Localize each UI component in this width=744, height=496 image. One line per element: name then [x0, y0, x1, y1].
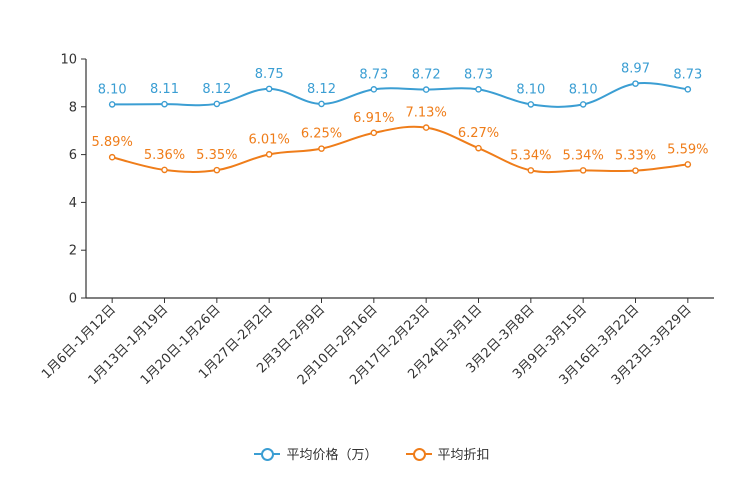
data-label: 8.10	[569, 82, 598, 97]
data-point[interactable]	[108, 101, 116, 108]
legend: 平均价格（万） 平均折扣	[0, 444, 744, 463]
data-label: 8.12	[202, 82, 231, 97]
data-point[interactable]	[422, 124, 430, 131]
data-label: 8.72	[412, 68, 441, 83]
data-point[interactable]	[318, 100, 325, 108]
data-label: 8.97	[621, 62, 650, 77]
data-label: 8.73	[359, 67, 388, 82]
data-label: 5.34%	[510, 148, 551, 163]
data-label: 8.12	[307, 82, 336, 97]
data-point[interactable]	[318, 145, 325, 152]
legend-label-discount: 平均折扣	[437, 448, 490, 463]
data-label: 6.27%	[458, 126, 499, 141]
data-label: 8.73	[673, 67, 702, 82]
data-label: 8.10	[98, 82, 127, 97]
data-label: 6.01%	[249, 132, 290, 147]
series-line-1	[111, 125, 688, 174]
data-label: 8.75	[255, 67, 284, 82]
data-point[interactable]	[632, 167, 639, 174]
data-label: 5.36%	[144, 148, 185, 163]
data-point[interactable]	[161, 166, 168, 174]
legend-label-price: 平均价格（万）	[286, 448, 378, 463]
y-tick-label: 8	[69, 100, 77, 115]
data-label: 6.91%	[353, 111, 394, 126]
y-tick-label: 2	[69, 244, 77, 259]
legend-marker-discount-icon	[405, 447, 432, 461]
data-label: 8.10	[516, 82, 545, 97]
data-point[interactable]	[213, 166, 221, 174]
data-label: 5.33%	[615, 149, 656, 164]
data-label: 5.34%	[563, 148, 604, 163]
data-point[interactable]	[475, 144, 482, 152]
y-tick-label: 4	[69, 196, 77, 211]
data-label: 8.73	[464, 67, 493, 82]
data-point[interactable]	[527, 101, 535, 108]
series-line-0	[112, 82, 688, 108]
data-point[interactable]	[108, 153, 116, 161]
legend-item-price[interactable]: 平均价格（万）	[254, 444, 378, 463]
legend-item-discount[interactable]: 平均折扣	[405, 444, 490, 463]
data-point[interactable]	[579, 101, 587, 108]
data-point[interactable]	[475, 86, 482, 93]
data-label: 7.13%	[406, 106, 447, 121]
data-label: 5.35%	[196, 148, 237, 163]
data-point[interactable]	[422, 86, 430, 93]
legend-marker-price-icon	[254, 447, 281, 461]
data-point[interactable]	[265, 151, 273, 158]
data-point[interactable]	[579, 167, 587, 174]
data-point[interactable]	[370, 86, 378, 93]
data-label: 5.59%	[667, 142, 708, 157]
y-tick-label: 0	[69, 292, 77, 307]
data-point[interactable]	[632, 80, 639, 87]
data-label: 6.25%	[301, 127, 342, 142]
data-label: 8.11	[150, 82, 179, 97]
data-point[interactable]	[265, 85, 273, 93]
data-point[interactable]	[213, 100, 221, 108]
data-point[interactable]	[161, 100, 168, 108]
data-label: 5.89%	[92, 135, 133, 150]
y-tick-label: 10	[60, 53, 77, 68]
data-point[interactable]	[527, 167, 535, 174]
y-tick-label: 6	[69, 148, 77, 163]
data-point[interactable]	[684, 161, 692, 168]
data-point[interactable]	[370, 129, 378, 137]
data-point[interactable]	[684, 86, 692, 93]
